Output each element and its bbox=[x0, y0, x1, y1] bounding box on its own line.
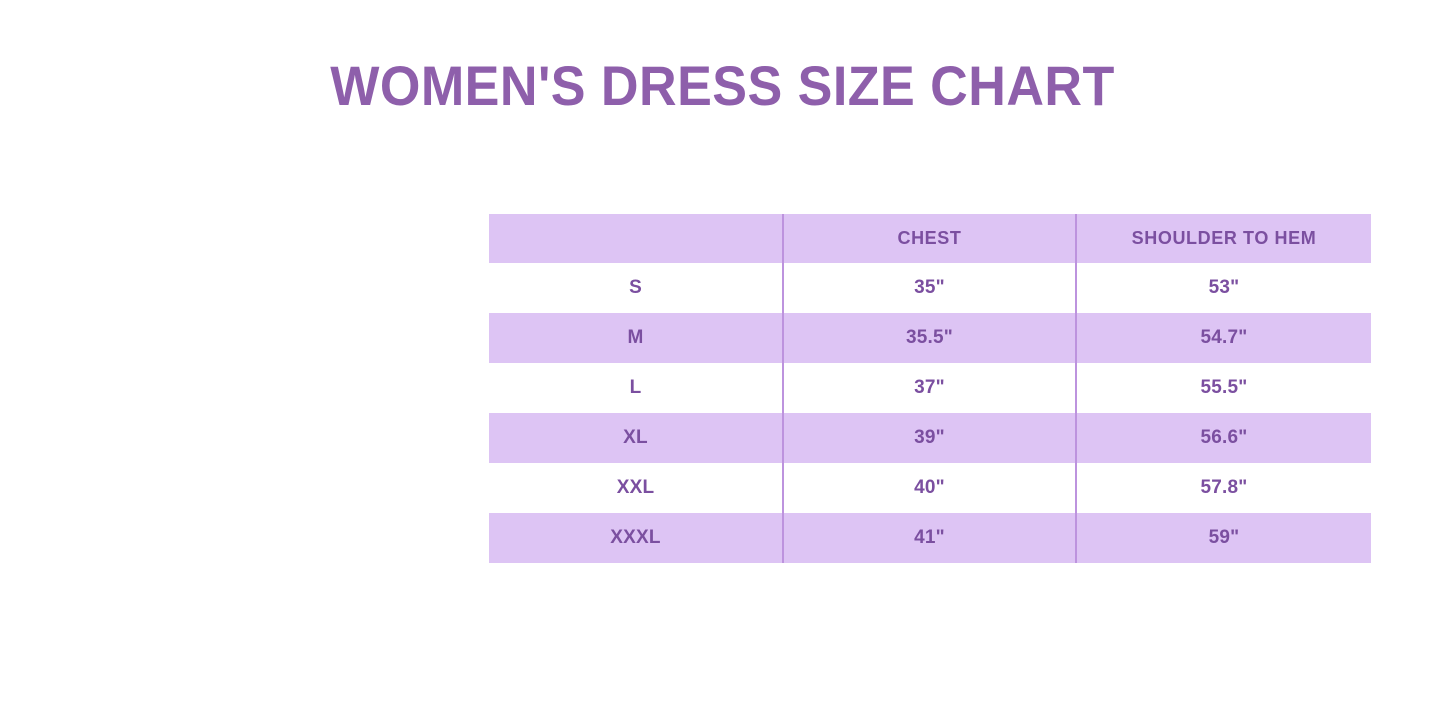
table-row: M 35.5" 54.7" bbox=[489, 313, 1371, 363]
cell-shoulder-to-hem: 56.6" bbox=[1075, 413, 1371, 463]
cell-chest: 35.5" bbox=[782, 313, 1076, 363]
table-row: XXXL 41" 59" bbox=[489, 513, 1371, 563]
cell-chest: 41" bbox=[782, 513, 1076, 563]
size-chart-table: CHEST SHOULDER TO HEM S 35" 53" M 35.5" … bbox=[489, 214, 1371, 563]
cell-size: M bbox=[489, 313, 783, 363]
column-header-shoulder-to-hem: SHOULDER TO HEM bbox=[1075, 214, 1371, 263]
cell-chest: 40" bbox=[782, 463, 1076, 513]
table-row: S 35" 53" bbox=[489, 263, 1371, 313]
table-row: XL 39" 56.6" bbox=[489, 413, 1371, 463]
cell-chest: 35" bbox=[782, 263, 1076, 313]
cell-size: XL bbox=[489, 413, 783, 463]
cell-shoulder-to-hem: 55.5" bbox=[1075, 363, 1371, 413]
cell-shoulder-to-hem: 54.7" bbox=[1075, 313, 1371, 363]
cell-chest: 37" bbox=[782, 363, 1076, 413]
cell-shoulder-to-hem: 59" bbox=[1075, 513, 1371, 563]
cell-chest: 39" bbox=[782, 413, 1076, 463]
cell-shoulder-to-hem: 53" bbox=[1075, 263, 1371, 313]
table-header: CHEST SHOULDER TO HEM bbox=[489, 214, 1371, 263]
table-row: XXL 40" 57.8" bbox=[489, 463, 1371, 513]
table-row: L 37" 55.5" bbox=[489, 363, 1371, 413]
cell-size: S bbox=[489, 263, 783, 313]
column-header-chest: CHEST bbox=[782, 214, 1076, 263]
cell-size: XXXL bbox=[489, 513, 783, 563]
table-header-row: CHEST SHOULDER TO HEM bbox=[489, 214, 1371, 263]
cell-size: XXL bbox=[489, 463, 783, 513]
page-title: WOMEN'S DRESS SIZE CHART bbox=[330, 54, 1115, 117]
cell-size: L bbox=[489, 363, 783, 413]
table-body: S 35" 53" M 35.5" 54.7" L 37" 55.5" XL 3… bbox=[489, 263, 1371, 563]
column-header-size bbox=[489, 214, 783, 263]
cell-shoulder-to-hem: 57.8" bbox=[1075, 463, 1371, 513]
size-chart-table-container: CHEST SHOULDER TO HEM S 35" 53" M 35.5" … bbox=[489, 214, 1371, 563]
